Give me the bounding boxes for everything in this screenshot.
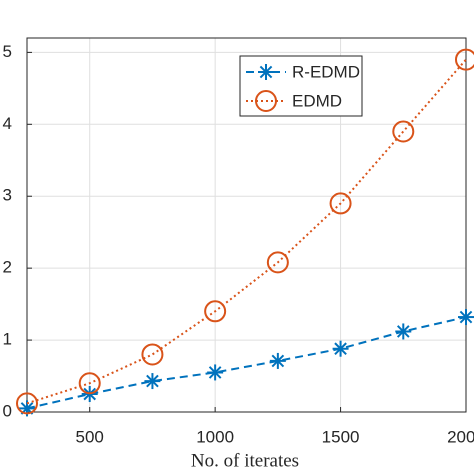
axes-box <box>26 37 467 413</box>
marker <box>144 373 161 390</box>
marker-stroke <box>334 342 347 356</box>
marker-stroke <box>208 366 222 379</box>
legend-marker <box>258 64 274 80</box>
marker <box>266 251 289 274</box>
legend-marker <box>255 90 277 112</box>
y-tick-label: 4 <box>3 114 12 133</box>
marker <box>16 392 38 415</box>
marker <box>269 352 286 369</box>
y-tick-label: 2 <box>3 258 12 277</box>
y-tick-label: 1 <box>3 330 12 349</box>
marker-stroke <box>259 65 273 79</box>
marker <box>395 323 412 340</box>
y-tick-label: 0 <box>3 401 12 420</box>
marker <box>329 192 352 215</box>
marker-stroke <box>146 374 159 388</box>
marker <box>458 309 474 326</box>
series-line <box>26 316 467 410</box>
y-tick-label: 5 <box>3 42 12 61</box>
marker <box>455 48 474 71</box>
x-axis-label: No. of iterates <box>191 450 299 471</box>
marker-stroke <box>271 354 285 368</box>
legend <box>239 55 363 117</box>
marker-stroke <box>459 310 473 324</box>
x-tick-label: 500 <box>76 427 104 446</box>
series-line <box>26 58 467 405</box>
marker-stroke <box>396 325 410 338</box>
legend-label: R-EDMD <box>292 62 360 81</box>
x-tick-label: 1500 <box>322 427 360 446</box>
marker <box>332 340 349 357</box>
marker <box>392 120 415 143</box>
y-tick-label: 3 <box>3 186 12 205</box>
marker <box>204 300 227 323</box>
x-tick-label: 1000 <box>196 427 234 446</box>
legend-label: EDMD <box>292 91 342 110</box>
x-tick-label: 2000 <box>447 427 474 446</box>
marker <box>141 343 164 366</box>
marker <box>207 364 224 381</box>
marker <box>78 372 101 395</box>
